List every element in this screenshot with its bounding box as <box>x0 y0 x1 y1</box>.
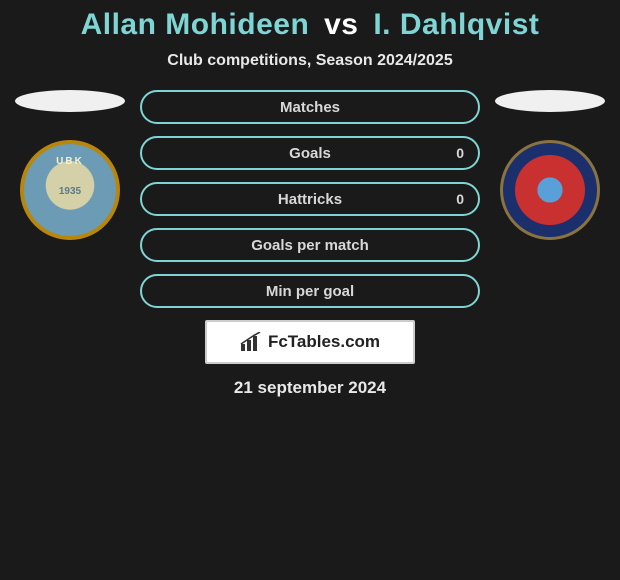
stat-pill-goals-per-match: Goals per match <box>140 228 480 262</box>
stat-label: Matches <box>280 99 340 116</box>
left-eyebrow-shape <box>15 90 125 112</box>
stats-column: Matches Goals 0 Hattricks 0 Goals per ma… <box>140 90 480 308</box>
main-row: Matches Goals 0 Hattricks 0 Goals per ma… <box>0 90 620 308</box>
player1-name: Allan Mohideen <box>81 8 310 41</box>
stat-pill-hattricks: Hattricks 0 <box>140 182 480 216</box>
date-line: 21 september 2024 <box>0 378 620 398</box>
right-column: ÖIS <box>490 90 610 240</box>
club-badge-right: ÖIS <box>500 140 600 240</box>
bar-chart-icon <box>240 332 264 352</box>
page-title: Allan Mohideen vs I. Dahlqvist <box>0 8 620 42</box>
player2-name: I. Dahlqvist <box>373 8 539 41</box>
right-eyebrow-shape <box>495 90 605 112</box>
stat-right-value: 0 <box>456 191 464 207</box>
stat-label: Min per goal <box>266 283 354 300</box>
stat-pill-matches: Matches <box>140 90 480 124</box>
subtitle: Club competitions, Season 2024/2025 <box>0 52 620 70</box>
club-badge-left <box>20 140 120 240</box>
comparison-widget: Allan Mohideen vs I. Dahlqvist Club comp… <box>0 0 620 406</box>
brand-text: FcTables.com <box>268 332 380 352</box>
vs-separator: vs <box>324 8 358 41</box>
stat-label: Hattricks <box>278 191 342 208</box>
stat-pill-min-per-goal: Min per goal <box>140 274 480 308</box>
club-badge-right-inner: ÖIS <box>515 155 585 225</box>
brand-box[interactable]: FcTables.com <box>205 320 415 364</box>
left-column <box>10 90 130 240</box>
stat-right-value: 0 <box>456 145 464 161</box>
stat-pill-goals: Goals 0 <box>140 136 480 170</box>
stat-label: Goals <box>289 145 331 162</box>
stat-label: Goals per match <box>251 237 369 254</box>
